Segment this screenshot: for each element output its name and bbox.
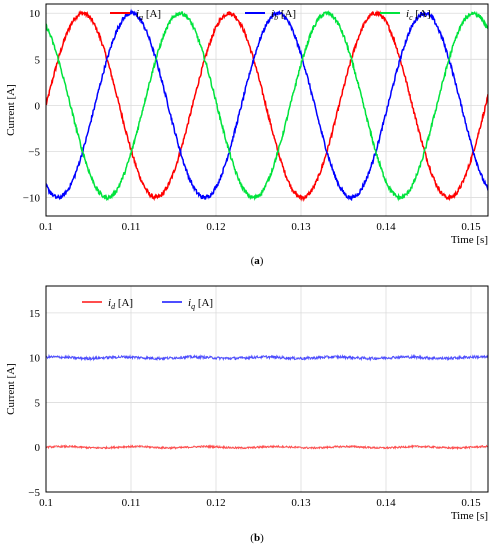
- x-tick-label: 0.1: [39, 221, 53, 233]
- panel-label: (b): [250, 532, 264, 544]
- legend-item-ia: ia [A]: [110, 8, 161, 22]
- x-tick-label: 0.15: [461, 221, 481, 233]
- y-tick-label: 10: [29, 8, 41, 20]
- legend: id [A] iq [A]: [82, 297, 213, 311]
- y-tick-label: −5: [28, 146, 40, 158]
- series-line-ic: [46, 9, 488, 202]
- legend-label: ib [A]: [271, 8, 296, 22]
- legend-item-ib: ib [A]: [245, 8, 296, 22]
- x-tick-label: 0.15: [461, 497, 481, 509]
- x-tick-label: 0.14: [376, 497, 396, 509]
- y-tick-label: 10: [29, 353, 41, 365]
- x-tick-label: 0.12: [206, 497, 225, 509]
- legend-item-id: id [A]: [82, 297, 133, 311]
- y-axis-title: Current [A]: [5, 84, 17, 136]
- legend-label: id [A]: [108, 297, 133, 311]
- y-tick-label: 0: [35, 442, 41, 454]
- legend-item-iq: iq [A]: [162, 297, 213, 311]
- panel-label: (a): [251, 255, 264, 267]
- y-tick-label: −10: [23, 193, 41, 205]
- y-tick-label: −5: [28, 487, 40, 499]
- series-line-ib: [46, 8, 488, 202]
- y-axis-title: Current [A]: [5, 363, 17, 415]
- legend: ia [A] ib [A] ic [A]: [110, 8, 431, 22]
- x-tick-label: 0.14: [376, 221, 396, 233]
- chart-b: 0.1 0.11 0.12 0.13 0.14 0.15 −5 0 5 10 15 Time [s] C…: [5, 285, 489, 544]
- y-tick-label: 0: [35, 100, 41, 112]
- legend-label: iq [A]: [188, 297, 213, 311]
- series-line-ia: [46, 9, 488, 202]
- legend-label: ic [A]: [406, 8, 431, 22]
- series-line-iq: [46, 353, 488, 362]
- x-tick-label: 0.11: [122, 221, 141, 233]
- x-tick-label: 0.13: [291, 221, 311, 233]
- plot-area: [46, 353, 488, 451]
- x-axis-title: Time [s]: [451, 234, 488, 246]
- x-tick-label: 0.13: [291, 497, 311, 509]
- y-tick-label: 15: [29, 308, 41, 320]
- plot-area: [46, 8, 488, 202]
- y-tick-label: 5: [35, 397, 41, 409]
- series-line-id: [46, 444, 488, 451]
- legend-item-ic: ic [A]: [380, 8, 431, 22]
- x-axis-title: Time [s]: [451, 510, 488, 522]
- x-tick-label: 0.12: [206, 221, 225, 233]
- plot-frame: [45, 3, 489, 217]
- x-tick-label: 0.11: [122, 497, 141, 509]
- legend-label: ia [A]: [136, 8, 161, 22]
- chart-a: 0.1 0.11 0.12 0.13 0.14 0.15 −10 −5 0 5 10 Time [s]…: [5, 3, 489, 267]
- plot-frame: [45, 285, 489, 493]
- x-tick-label: 0.1: [39, 497, 53, 509]
- y-tick-label: 5: [35, 54, 41, 66]
